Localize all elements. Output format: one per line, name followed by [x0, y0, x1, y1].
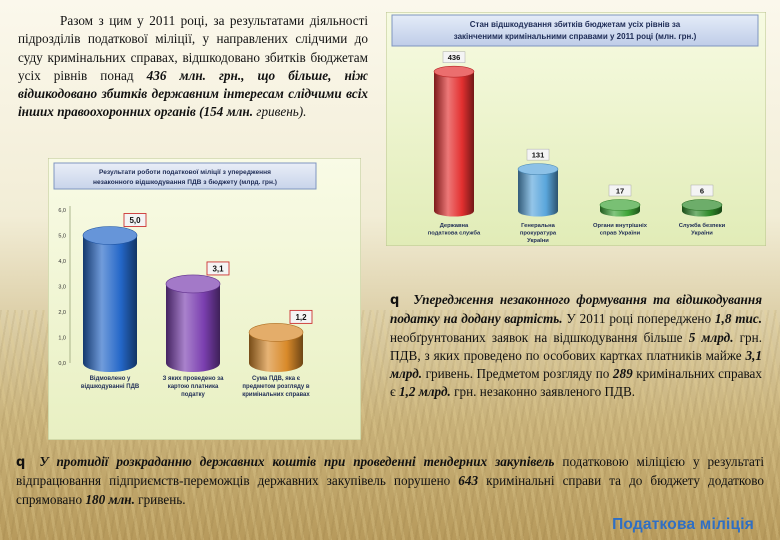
chart1-title-box: [53, 162, 317, 190]
chart1-data-label: 3,1: [206, 261, 230, 276]
tender-text-1: податковою міліцією у результаті відпрац…: [16, 454, 764, 489]
intro-end: гривень).: [253, 104, 307, 120]
vat-bullet-heading: Упередження незаконного формування та ві…: [390, 292, 762, 327]
chart1-data-label: 5,0: [123, 213, 147, 227]
chart2-data-label: 131: [526, 148, 550, 161]
tender-bullet-heading: У протидії розкраданню державних коштів …: [39, 454, 555, 469]
svg-text:17: 17: [616, 187, 624, 196]
svg-text:1,2: 1,2: [295, 313, 307, 322]
vat-text-3: грн. ПДВ, з яких проведено по особових к…: [390, 329, 763, 363]
chart1-bar: [82, 226, 138, 372]
chart1-y-tick: 3,0: [58, 285, 66, 291]
tender-num-1: 643: [458, 473, 479, 489]
chart2-data-label: 6: [690, 184, 714, 197]
chart2-data-label: 436: [442, 51, 466, 63]
chart1-category-label: З яких проведено за: [163, 376, 225, 382]
chart1-y-tick: 0,0: [58, 361, 66, 367]
chart2-title-line1: Стан відшкодування збитків бюджетам усіх…: [470, 20, 681, 29]
vat-text-6: грн. незаконно заявленого ПДВ.: [450, 384, 636, 400]
vat-text-1: У 2011 році попереджено: [562, 311, 715, 327]
chart2-bar: [599, 199, 641, 217]
bullet-marker-icon: q: [390, 293, 400, 308]
chart1-category-label: податку: [181, 392, 205, 398]
vat-num-3: 3,1 млрд.: [390, 347, 762, 382]
vat-results-chart-svg: Результати роботи податкової міліції з у…: [47, 157, 362, 441]
vat-results-chart: Результати роботи податкової міліції з у…: [47, 157, 362, 441]
chart2-title-box: [391, 14, 759, 47]
chart2-category-label: України: [527, 238, 549, 244]
svg-text:436: 436: [448, 53, 461, 62]
tender-bullet-paragraph: q У протидії розкраданню державних коштів…: [16, 453, 764, 509]
vat-num-5: 1,2 млрд.: [398, 384, 451, 400]
chart1-data-label: 1,2: [289, 309, 313, 324]
chart1-category-label: відшкодуванні ПДВ: [81, 384, 140, 390]
chart2-category-label: Органи внутрішніх: [593, 223, 648, 229]
svg-text:131: 131: [532, 151, 545, 160]
vat-text-5: кримінальних справах є: [390, 366, 762, 400]
svg-text:6: 6: [700, 187, 704, 196]
chart2-bar: [681, 199, 723, 217]
chart2-data-label: 17: [608, 184, 632, 197]
chart1-category-label: предметом розгляду в: [242, 384, 309, 390]
chart1-y-tick: 5,0: [58, 234, 66, 240]
tender-text-3: гривень.: [134, 491, 186, 507]
bullet-marker-icon: q: [16, 455, 26, 470]
intro-amount: 436 млн.: [146, 67, 206, 83]
svg-text:5,0: 5,0: [129, 216, 141, 225]
chart1-category-label: Відмовлено у: [90, 376, 131, 382]
vat-num-2: 5 млрд.: [688, 329, 734, 345]
chart1-category-label: Сума ПДВ, яка є: [252, 376, 301, 382]
chart2-category-label: Служба безпеки: [679, 222, 726, 229]
chart1-y-tick: 2,0: [58, 310, 66, 316]
intro-currency: грн.: [205, 67, 242, 83]
intro-comparison: , що більше, ніж відшкодовано збитків де…: [18, 67, 368, 120]
chart2-category-label: податкова служба: [428, 230, 481, 237]
chart2-bar: [517, 163, 559, 217]
intro-paragraph: Разом з цим у 2011 році, за результатами…: [18, 12, 368, 122]
chart1-title-line1: Результати роботи податкової міліції з у…: [99, 168, 271, 176]
chart2-category-label: Державна: [440, 223, 469, 229]
chart2-category-label: справ України: [600, 231, 641, 237]
chart1-y-tick: 1,0: [58, 336, 66, 342]
vat-num-4: 289: [612, 366, 633, 382]
chart2-category-label: прокуратура: [520, 231, 557, 237]
chart1-category-label: кримінальних справах: [242, 392, 310, 398]
vat-text-4: гривень. Предметом розгляду по: [422, 366, 613, 382]
svg-text:3,1: 3,1: [212, 264, 224, 273]
brand-footer: Податкова міліція: [612, 516, 754, 533]
damages-chart: Стан відшкодування збитків бюджетам усіх…: [385, 11, 767, 247]
intro-text: Разом з цим у 2011 році, за результатами…: [18, 13, 368, 83]
chart1-y-tick: 4,0: [58, 259, 66, 265]
chart1-title-line2: незаконного відшкодування ПДВ з бюджету …: [93, 178, 277, 186]
damages-chart-svg: Стан відшкодування збитків бюджетам усіх…: [385, 11, 767, 247]
chart2-category-label: України: [691, 231, 713, 237]
chart1-y-tick: 6,0: [58, 208, 66, 214]
chart2-bar: [433, 65, 475, 217]
chart1-bar: [248, 323, 304, 372]
chart1-category-label: картою платника: [168, 384, 219, 390]
tender-text-2: кримінальні справи та до бюджету додатко…: [16, 473, 764, 507]
vat-bullet-paragraph: q Упередження незаконного формування та в…: [390, 291, 762, 402]
tender-num-2: 180 млн.: [85, 491, 135, 507]
chart1-bar: [165, 274, 221, 372]
vat-num-1: 1,8 тис.: [714, 311, 762, 327]
chart2-category-label: Генеральна: [521, 223, 555, 229]
chart2-title-line2: закінченими кримінальними справами у 201…: [454, 32, 697, 41]
vat-text-2: необґрунтованих заявок на відшкодування …: [390, 329, 689, 345]
